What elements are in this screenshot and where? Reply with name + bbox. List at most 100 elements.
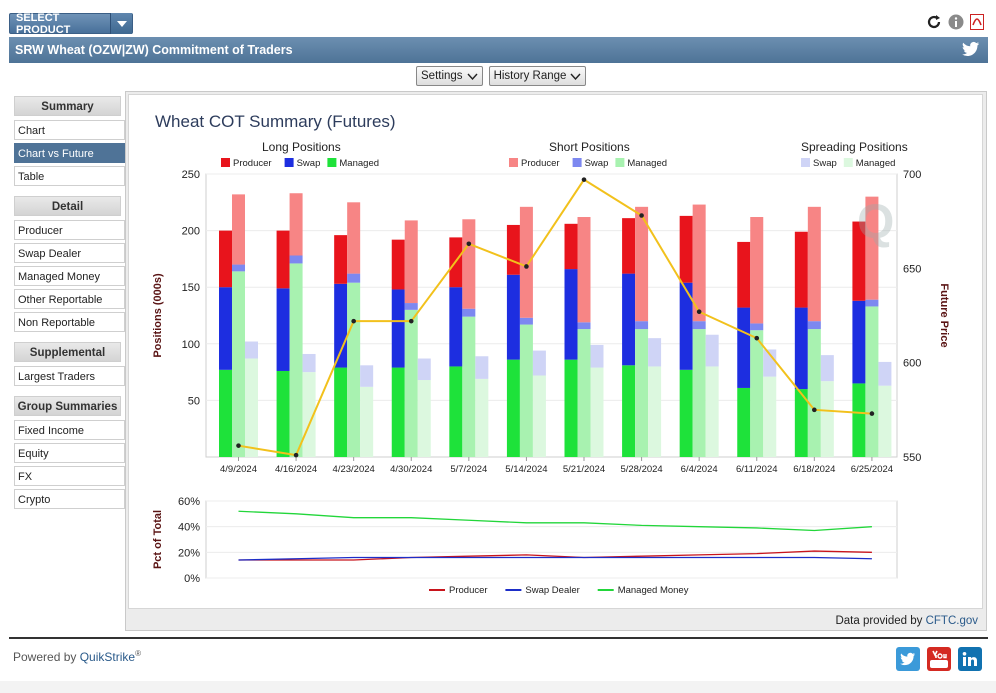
x-tick-label: 6/18/2024: [793, 464, 835, 475]
long-managed-bar: [737, 387, 751, 457]
spread-managed-bar: [648, 366, 662, 457]
history-range-label: History Range: [493, 70, 567, 82]
pct-plot-frame: [205, 500, 898, 579]
future-price-point: [696, 309, 702, 315]
sidebar-item-fx[interactable]: FX: [14, 466, 125, 486]
quikstrike-link[interactable]: QuikStrike: [79, 650, 136, 664]
long-swap-bar: [276, 288, 290, 371]
long-managed-bar: [506, 359, 520, 457]
x-tick-label: 4/23/2024: [333, 464, 375, 475]
plot-frame: [205, 173, 898, 458]
sidebar-item-crypto[interactable]: Crypto: [14, 489, 125, 509]
spread-managed-bar: [417, 380, 431, 457]
sidebar-item-non-reportable[interactable]: Non Reportable: [14, 312, 125, 332]
long-managed-bar: [276, 370, 290, 457]
y-tick-label: 100: [182, 339, 200, 351]
long-producer-bar: [679, 215, 693, 283]
long-swap-bar: [449, 287, 463, 367]
sidebar-heading-group-summaries: Group Summaries: [14, 396, 121, 416]
y-tick-label: 150: [182, 282, 200, 294]
short-producer-bar: [865, 196, 879, 300]
sidebar-item-fixed-income[interactable]: Fixed Income: [14, 420, 125, 440]
chart-area: Wheat COT Summary (Futures) Long Positio…: [128, 94, 983, 609]
sidebar-item-managed-money[interactable]: Managed Money: [14, 266, 125, 286]
data-credit: Data provided by CFTC.gov: [835, 615, 978, 627]
pdf-icon[interactable]: [970, 14, 984, 33]
pct-y-tick-label: 20%: [178, 547, 200, 559]
powered-by-label: Powered by: [13, 650, 80, 664]
long-swap-bar: [506, 274, 520, 360]
short-managed-bar: [807, 329, 821, 457]
chevron-down-icon: [467, 73, 478, 80]
x-tick-label: 5/14/2024: [505, 464, 547, 475]
spread-managed-bar: [705, 366, 719, 457]
short-managed-bar: [577, 329, 591, 457]
x-tick-label: 6/25/2024: [851, 464, 893, 475]
powered-by: Powered by QuikStrike®: [13, 649, 141, 664]
linkedin-icon[interactable]: [958, 647, 982, 671]
x-tick-label: 4/30/2024: [390, 464, 432, 475]
long-managed-bar: [794, 389, 808, 457]
short-producer-bar: [635, 206, 649, 322]
y2-tick-label: 600: [903, 358, 921, 370]
refresh-icon[interactable]: [926, 14, 942, 33]
long-swap-bar: [334, 283, 348, 368]
spread-managed-bar: [532, 375, 546, 457]
settings-dropdown[interactable]: Settings: [416, 66, 483, 86]
future-price-point: [581, 177, 587, 182]
sidebar: Summary Chart Chart vs Future Table Deta…: [14, 96, 126, 512]
sidebar-item-table[interactable]: Table: [14, 166, 125, 186]
legend-label: Producer: [233, 158, 272, 169]
cftc-link[interactable]: CFTC.gov: [925, 615, 978, 627]
spread-managed-bar: [878, 385, 892, 457]
sidebar-item-chart-vs-future[interactable]: Chart vs Future: [14, 143, 125, 163]
long-managed-bar: [449, 366, 463, 457]
short-producer-bar: [404, 220, 418, 304]
long-producer-bar: [794, 231, 808, 308]
twitter-share-icon[interactable]: [896, 647, 920, 671]
short-managed-bar: [750, 330, 764, 457]
pct-y-tick-label: 0%: [184, 573, 200, 585]
short-swap-bar: [347, 273, 361, 283]
x-tick-label: 4/9/2024: [220, 464, 257, 475]
youtube-icon[interactable]: [927, 647, 951, 671]
select-product-button[interactable]: SELECT PRODUCT: [9, 12, 133, 36]
short-producer-bar: [347, 202, 361, 274]
future-price-point: [236, 443, 241, 448]
sidebar-item-swap-dealer[interactable]: Swap Dealer: [14, 243, 125, 263]
chevron-down-icon: [570, 73, 581, 80]
short-producer-bar: [519, 206, 533, 318]
short-swap-bar: [404, 303, 418, 310]
pct-legend-label: Producer: [449, 585, 488, 596]
sidebar-item-largest-traders[interactable]: Largest Traders: [14, 366, 125, 386]
y-tick-label: 200: [182, 226, 200, 238]
sidebar-heading-supplemental: Supplemental: [14, 342, 121, 362]
sidebar-item-other-reportable[interactable]: Other Reportable: [14, 289, 125, 309]
y2-tick-label: 650: [903, 263, 921, 275]
long-managed-bar: [391, 367, 405, 457]
long-managed-bar: [219, 369, 232, 457]
legend-label: Producer: [521, 158, 560, 169]
sidebar-item-producer[interactable]: Producer: [14, 220, 125, 240]
short-managed-bar: [462, 316, 476, 457]
short-managed-bar: [347, 282, 361, 457]
sidebar-item-chart[interactable]: Chart: [14, 120, 125, 140]
future-price-line: [238, 178, 872, 457]
future-price-point: [869, 411, 875, 416]
x-tick-label: 5/7/2024: [450, 464, 487, 475]
history-range-dropdown[interactable]: History Range: [488, 66, 587, 86]
sidebar-item-equity[interactable]: Equity: [14, 443, 125, 463]
svg-text:Q: Q: [857, 196, 894, 249]
spread-managed-bar: [763, 376, 777, 457]
spread-swap-bar: [878, 361, 892, 386]
twitter-icon[interactable]: [962, 41, 980, 60]
page-title-bar: SRW Wheat (OZW|ZW) Commitment of Traders: [9, 37, 988, 63]
info-icon[interactable]: [948, 14, 964, 33]
spread-swap-bar: [475, 356, 489, 379]
spread-managed-bar: [245, 358, 258, 457]
chevron-down-icon[interactable]: [110, 13, 132, 34]
short-producer-bar: [289, 193, 303, 256]
spread-managed-bar: [590, 367, 604, 457]
legend-swatch: [327, 158, 337, 167]
y2-tick-label: 550: [903, 452, 921, 464]
